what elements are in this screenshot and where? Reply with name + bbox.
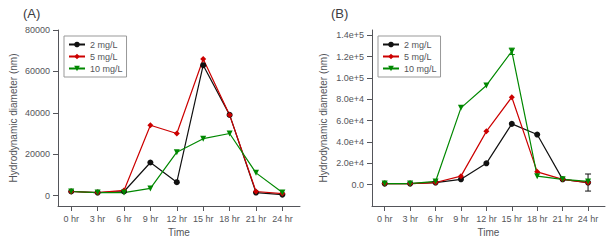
svg-text:40000: 40000 [25,108,50,118]
svg-text:15 hr: 15 hr [193,214,214,224]
svg-text:0 hr: 0 hr [63,214,79,224]
svg-text:3 hr: 3 hr [90,214,106,224]
svg-text:20000: 20000 [25,149,50,159]
svg-text:Time: Time [478,227,500,238]
svg-text:(A): (A) [23,6,40,21]
svg-text:Hydrodynamic diameter (nm): Hydrodynamic diameter (nm) [318,54,329,183]
svg-text:2 mg/L: 2 mg/L [90,40,118,50]
svg-text:3 hr: 3 hr [402,214,418,224]
svg-text:5 mg/L: 5 mg/L [90,52,118,62]
svg-text:60000: 60000 [25,66,50,76]
svg-text:18 hr: 18 hr [219,214,240,224]
svg-text:4.0e+4: 4.0e+4 [336,137,364,147]
svg-text:80000: 80000 [25,25,50,35]
svg-text:6 hr: 6 hr [116,214,132,224]
svg-text:0.0: 0.0 [351,180,364,190]
svg-text:6 hr: 6 hr [428,214,444,224]
svg-text:1.0e+5: 1.0e+5 [336,73,364,83]
svg-text:24 hr: 24 hr [272,214,293,224]
svg-text:12 hr: 12 hr [476,214,497,224]
svg-text:5 mg/L: 5 mg/L [404,52,432,62]
svg-text:21 hr: 21 hr [246,214,267,224]
svg-text:12 hr: 12 hr [167,214,188,224]
svg-text:10 mg/L: 10 mg/L [404,64,437,74]
svg-text:0: 0 [45,191,50,201]
svg-text:6.0e+4: 6.0e+4 [336,116,364,126]
svg-text:1.2e+5: 1.2e+5 [336,52,364,62]
svg-text:9 hr: 9 hr [143,214,159,224]
svg-text:0 hr: 0 hr [377,214,393,224]
svg-text:Time: Time [168,227,190,238]
svg-text:2.0e+4: 2.0e+4 [336,158,364,168]
svg-text:8.0e+4: 8.0e+4 [336,94,364,104]
svg-text:2 mg/L: 2 mg/L [404,40,432,50]
svg-text:18 hr: 18 hr [527,214,548,224]
svg-text:Hydrodynamic diameter (nm): Hydrodynamic diameter (nm) [8,54,19,183]
svg-text:24 hr: 24 hr [578,214,599,224]
svg-text:1.4e+5: 1.4e+5 [336,30,364,40]
svg-text:10 mg/L: 10 mg/L [90,64,123,74]
svg-text:21 hr: 21 hr [552,214,573,224]
svg-text:(B): (B) [331,6,348,21]
svg-text:9 hr: 9 hr [453,214,469,224]
svg-text:15 hr: 15 hr [502,214,523,224]
